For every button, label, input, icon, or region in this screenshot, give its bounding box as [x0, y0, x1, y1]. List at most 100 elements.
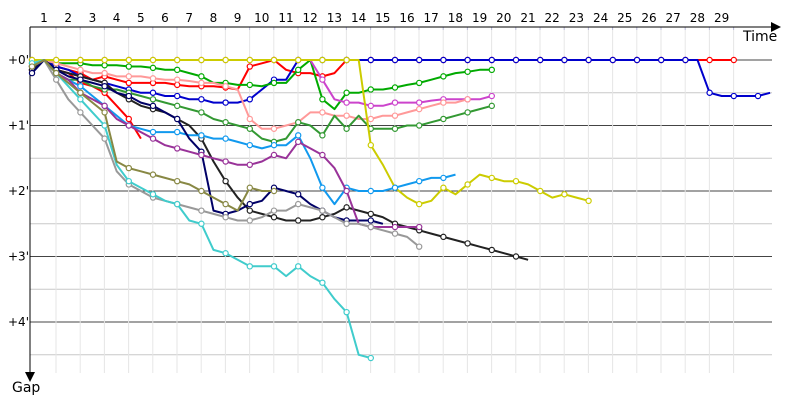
series-line [31, 59, 492, 111]
data-point [391, 56, 399, 64]
data-point [125, 79, 133, 87]
data-point [53, 76, 60, 83]
data-point [173, 81, 181, 89]
data-point [173, 115, 181, 123]
series-lines [28, 56, 771, 362]
data-point [488, 174, 495, 182]
data-point [149, 96, 157, 103]
data-point [149, 64, 157, 72]
x-tick-label: 10 [254, 11, 269, 25]
x-tick-label: 24 [593, 11, 608, 25]
data-point [246, 161, 253, 168]
data-point [488, 246, 495, 254]
x-tick-label: 18 [448, 11, 463, 25]
data-point [706, 89, 713, 96]
axes: Time Gap [12, 22, 781, 396]
x-tick-label: 27 [666, 11, 681, 25]
data-point [295, 132, 302, 139]
data-point [319, 132, 326, 139]
data-point [270, 187, 278, 195]
x-tick-label: 4 [113, 11, 121, 25]
data-point [28, 69, 36, 77]
data-point [343, 56, 350, 64]
data-point [222, 177, 229, 185]
x-tick-label: 3 [89, 11, 97, 25]
data-point [101, 56, 108, 64]
data-point [295, 66, 302, 74]
data-point [537, 187, 544, 195]
data-point [173, 76, 181, 83]
series-3 [28, 59, 495, 111]
series-14 [28, 59, 278, 212]
data-point [173, 200, 181, 208]
x-tick-label: 13 [327, 11, 342, 25]
data-point [198, 187, 205, 195]
data-point [585, 197, 592, 205]
data-point [77, 66, 84, 74]
x-tick-label: 5 [137, 11, 145, 25]
data-point [319, 279, 326, 286]
data-point [246, 217, 253, 224]
data-point [319, 213, 326, 221]
x-tick-label: 8 [210, 11, 218, 25]
x-axis-title: Time [742, 29, 777, 45]
x-tick-label: 15 [375, 11, 390, 25]
data-point [391, 230, 399, 237]
data-point [270, 207, 278, 214]
data-point [440, 73, 447, 80]
series-line [32, 59, 589, 206]
x-tick-label: 1 [40, 11, 48, 25]
data-point [246, 63, 253, 70]
y-tick-labels: +0' +1' +2' +3' +4' [8, 53, 29, 329]
data-point [77, 76, 84, 83]
data-point [246, 125, 253, 132]
data-point [561, 191, 568, 198]
data-point [464, 68, 471, 75]
x-tick-label: 26 [641, 11, 656, 25]
x-tick-label: 20 [496, 11, 511, 25]
data-point [391, 184, 399, 191]
data-point [295, 200, 302, 208]
data-point [246, 81, 253, 89]
data-point [173, 145, 181, 152]
data-point [198, 220, 205, 227]
data-point [149, 135, 157, 142]
data-point [367, 102, 374, 110]
data-point [270, 151, 278, 159]
x-tick-label: 25 [617, 11, 632, 25]
data-point [246, 207, 253, 214]
series-line [31, 59, 734, 91]
data-point [488, 102, 495, 110]
data-point [391, 84, 399, 91]
data-point [343, 308, 350, 316]
data-point [440, 99, 447, 106]
data-point [319, 207, 326, 214]
data-point [270, 79, 278, 87]
data-point [149, 171, 157, 178]
data-point [440, 174, 447, 182]
data-point [101, 109, 108, 116]
data-point [198, 207, 205, 214]
data-point [367, 86, 374, 93]
data-point [440, 56, 447, 64]
data-point [125, 92, 133, 100]
data-point [295, 56, 302, 64]
data-point [125, 164, 133, 172]
data-point [585, 56, 592, 64]
data-point [319, 76, 326, 83]
data-point [367, 217, 374, 224]
x-tick-label: 2 [64, 11, 72, 25]
data-point [464, 56, 471, 64]
data-point [295, 217, 302, 224]
data-point [125, 122, 133, 129]
data-point [246, 96, 253, 103]
data-point [149, 128, 157, 136]
data-point [28, 63, 36, 70]
data-point [246, 200, 253, 208]
series-0 [28, 56, 738, 91]
data-point [464, 240, 471, 247]
data-point [125, 56, 133, 64]
data-point [77, 96, 84, 103]
data-point [416, 79, 423, 87]
